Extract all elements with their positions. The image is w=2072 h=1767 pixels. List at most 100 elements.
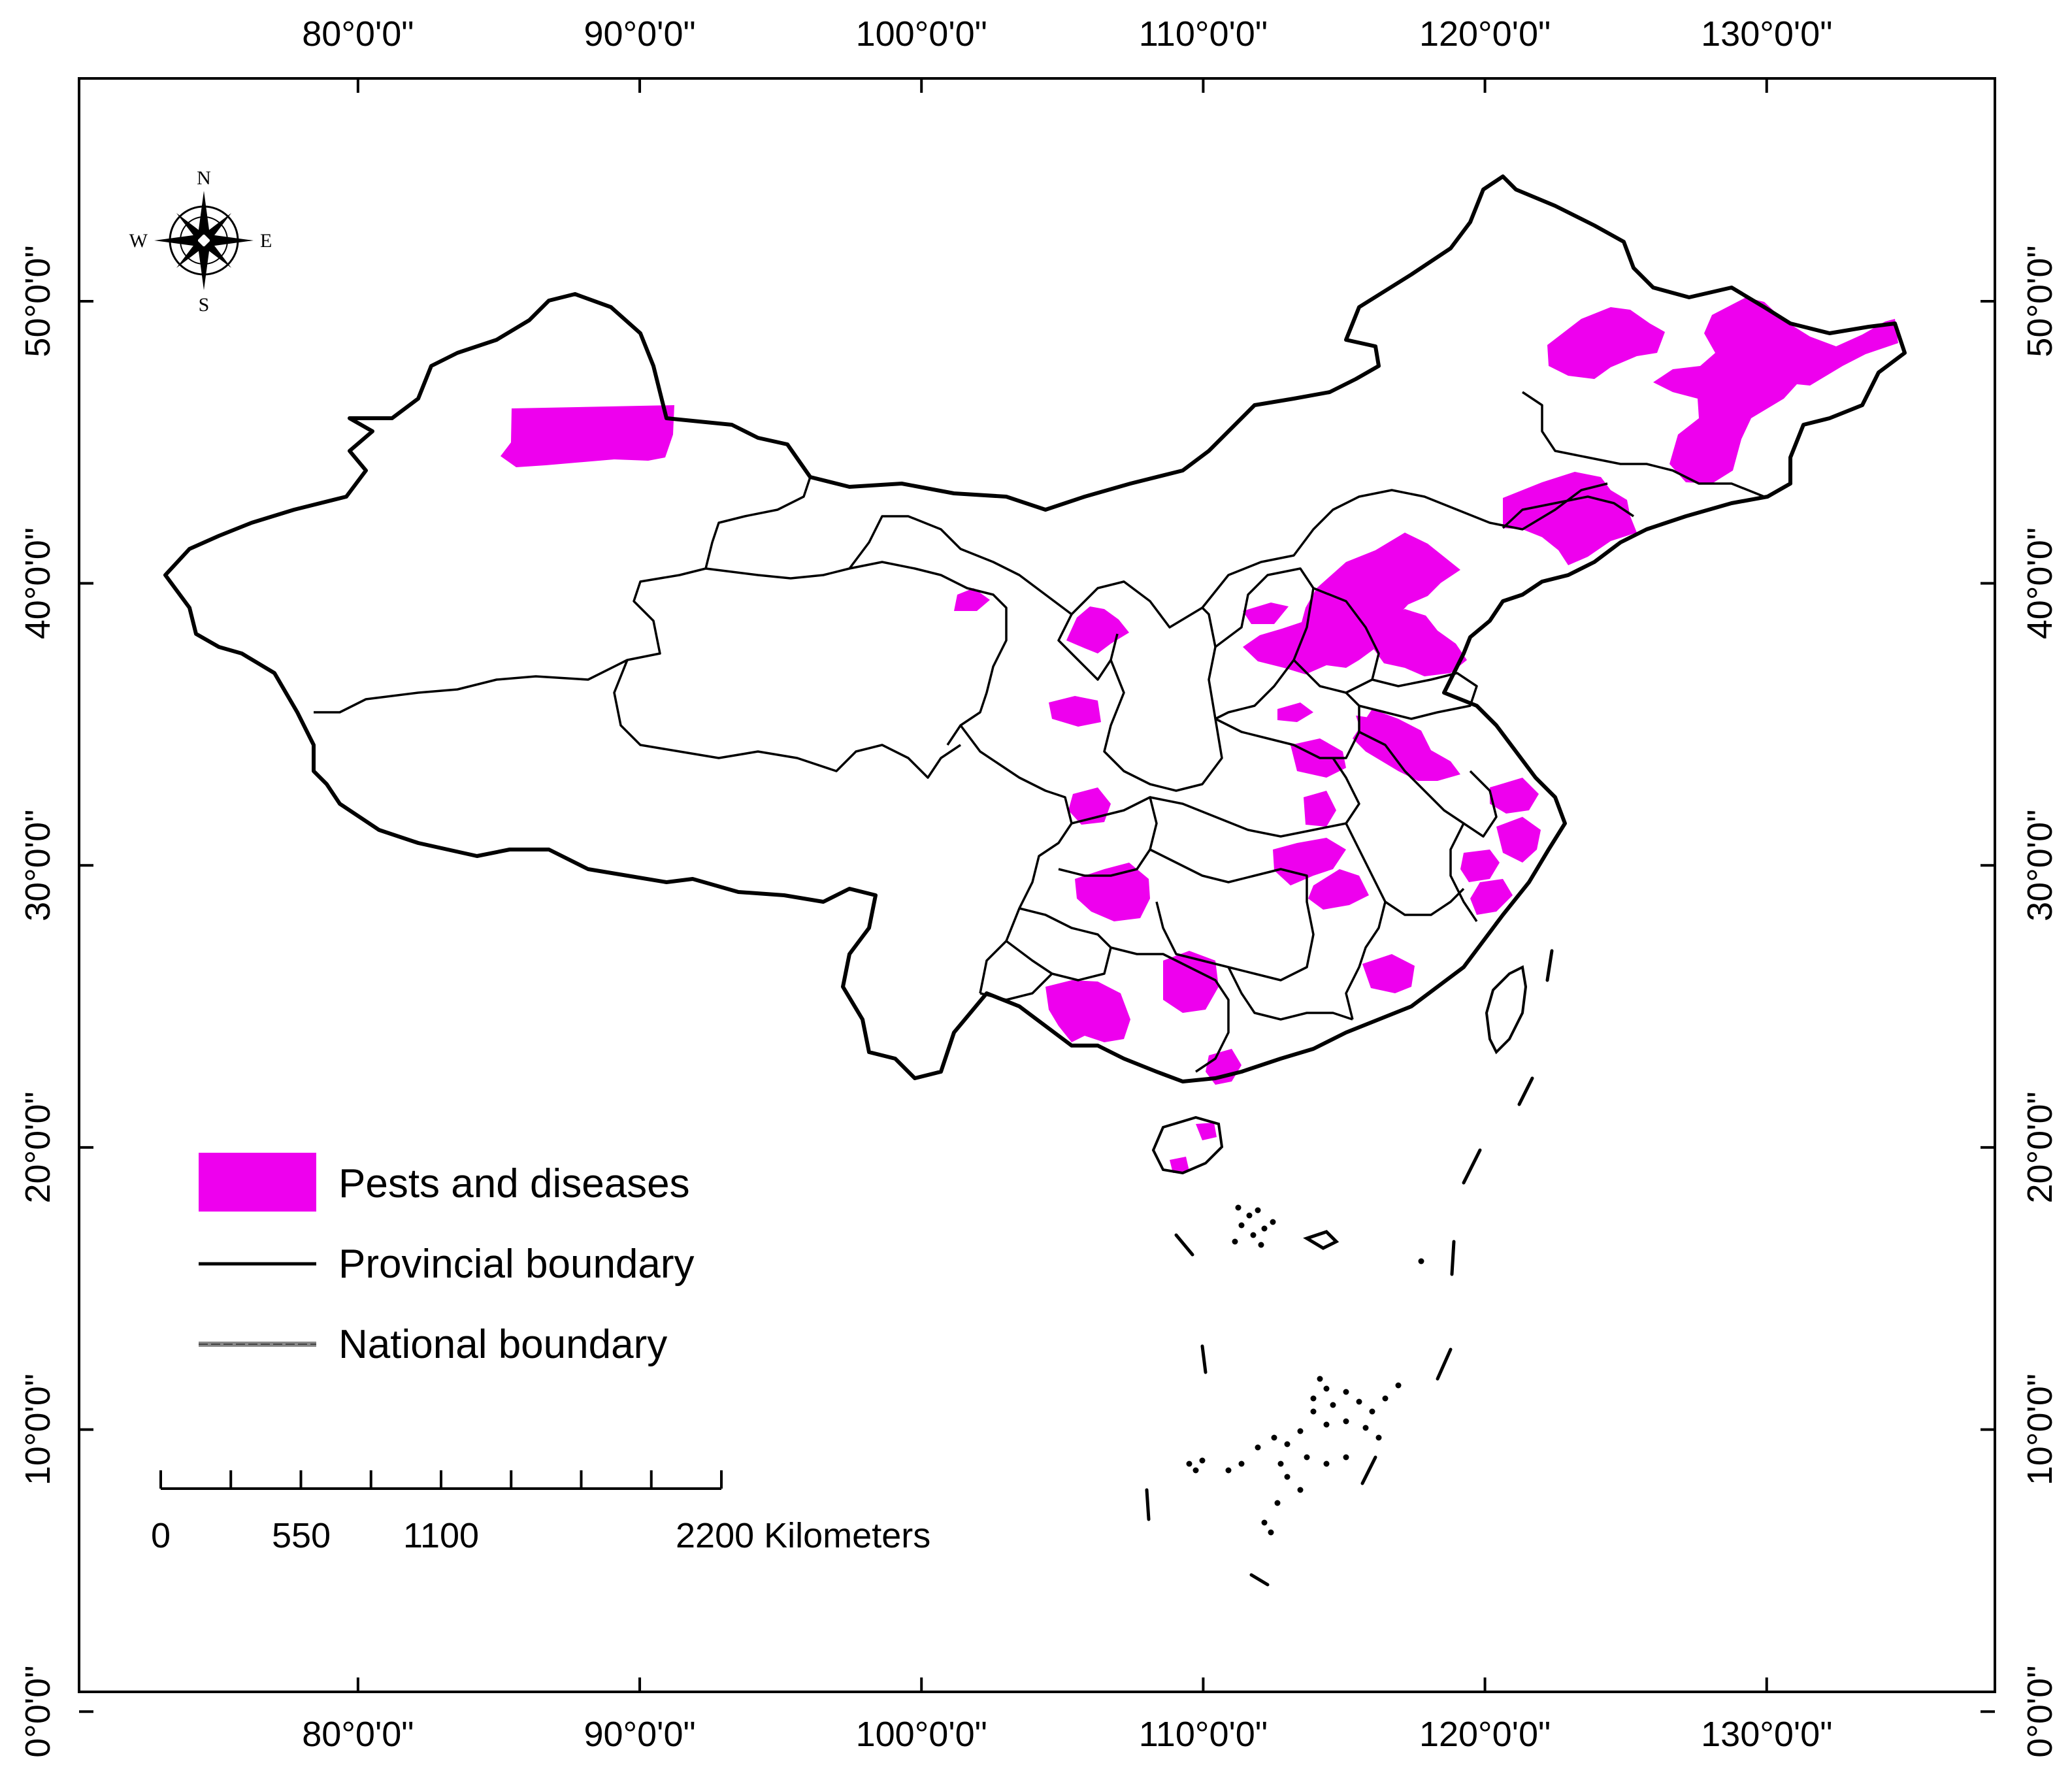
longitude-label-top: 130°0'0" [1701,14,1832,54]
island-dot [1232,1238,1238,1245]
province-line-shaanxi [1103,606,1223,792]
province-line-heilongjiang-jilin [1522,391,1765,498]
compass-point-e [210,235,254,246]
island-dot [1284,1474,1291,1480]
pest-region-shanghai-zhejiang [1496,817,1541,863]
province-line-sichuan-east [959,724,1073,994]
island-dot [1304,1454,1310,1461]
island-dot [1255,1207,1261,1214]
pest-region-shanxi-north [1243,603,1289,624]
compass-label-n: N [197,167,211,189]
province-line-hubei [1149,757,1360,838]
island-dot [1382,1395,1389,1402]
pest-region-liaoning-jilin [1503,472,1637,565]
province-line-guangxi [1110,946,1230,1073]
nine-dash-5 [1436,1347,1453,1381]
nine-dash-10 [1174,1233,1194,1257]
pest-region-zhejiang-south [1470,879,1513,915]
latitude-label-left: 0°0'0" [18,1666,58,1758]
island-dot [1418,1258,1424,1264]
compass-point-w [154,235,198,246]
province-line-shandong [1345,672,1478,720]
island-dot [1192,1467,1199,1474]
nine-dash-9 [1200,1344,1208,1374]
compass-label-e: E [260,230,272,252]
pest-region-heilongjiang-west [1547,307,1665,379]
longitude-label-bottom: 120°0'0" [1419,1715,1551,1754]
pest-region-shandong-west [1372,609,1467,676]
compass-point-sw [176,240,204,268]
island-dot [1375,1434,1382,1441]
island-dot [1317,1376,1323,1382]
island-dot [1310,1408,1317,1415]
province-line-jilin-liaoning [1502,495,1634,529]
compass-label-w: W [129,230,148,252]
island-dot [1323,1421,1330,1428]
pest-region-anhui [1460,850,1500,882]
island-dot [1297,1487,1304,1493]
island-dot [1323,1385,1330,1392]
island-dot [1250,1232,1257,1238]
longitude-label-top: 120°0'0" [1419,14,1551,54]
island-dot [1271,1434,1277,1441]
island-dot [1225,1467,1232,1474]
longitude-label-bottom: 110°0'0" [1139,1715,1268,1754]
island-dot [1297,1428,1304,1434]
legend-label-provincial: Provincial boundary [338,1242,695,1287]
pest-region-henan-north [1277,702,1313,722]
island-dots [1186,1204,1424,1536]
island-dot [1343,1418,1349,1425]
province-line-guangdong [1227,966,1353,1021]
longitude-label-bottom: 80°0'0" [302,1715,414,1754]
nine-dash-4 [1450,1240,1456,1276]
pest-region-hainan-north [1196,1123,1217,1140]
pest-region-hunan-south [1163,951,1219,1013]
province-line-tibet-qinghai [613,659,961,779]
compass-point-ne [204,213,231,240]
province-line-xinjiang-east [314,476,812,714]
latitude-label-right: 30°0'0" [2020,810,2060,921]
nine-dash-7 [1249,1573,1270,1587]
taiwan-outline [1485,965,1528,1055]
island-dot [1235,1204,1242,1211]
province-line-jiangxi [1345,823,1465,916]
hainan-outline [1151,1115,1224,1175]
compass-point-se [204,240,231,268]
longitude-label-bottom: 130°0'0" [1701,1715,1832,1754]
latitude-label-left: 30°0'0" [18,810,58,921]
pest-region-hebei-beijing [1243,533,1460,674]
island-dot [1261,1225,1268,1232]
longitude-label-top: 90°0'0" [584,14,695,54]
longitude-label-top: 100°0'0" [856,14,987,54]
pest-region-xinjiang-north [501,405,674,467]
island-dot [1238,1461,1245,1467]
island-dot [1284,1441,1291,1447]
nine-dash-3 [1462,1148,1482,1185]
longitude-label-bottom: 100°0'0" [856,1715,987,1754]
province-line-zhejiang [1449,823,1478,922]
pest-region-fujian [1362,954,1415,993]
pest-region-hubei-central [1273,838,1346,885]
scale-label-2200: 2200 Kilometers [676,1516,930,1555]
province-line-fujian [1345,901,1387,1020]
pest-region-hubei-north [1304,791,1336,827]
legend-label-pests: Pests and diseases [338,1161,690,1206]
province-line-anhui-jiangsu [1358,731,1498,838]
island-dot [1343,1454,1349,1461]
compass-rose: N S E W [129,167,272,316]
island-dot [1369,1408,1375,1415]
province-line-hunan [1149,848,1315,982]
longitude-label-bottom: 90°0'0" [584,1715,695,1754]
province-line-gansu-west [705,561,1008,746]
latitude-label-left: 40°0'0" [18,527,58,639]
province-line-hebei [1292,587,1380,694]
south-china-sea-features [1145,949,1554,1587]
province-line-shanxi [1214,567,1315,720]
latitude-label-right: 50°0'0" [2020,245,2060,357]
pest-region-gansu-small [954,588,990,611]
scale-bar-ticks [159,1470,723,1489]
nine-dash-2 [1517,1076,1534,1106]
pest-region-jiangsu-north [1353,709,1460,781]
nine-dash-6 [1360,1455,1377,1485]
province-line-ningxia [1057,614,1119,681]
